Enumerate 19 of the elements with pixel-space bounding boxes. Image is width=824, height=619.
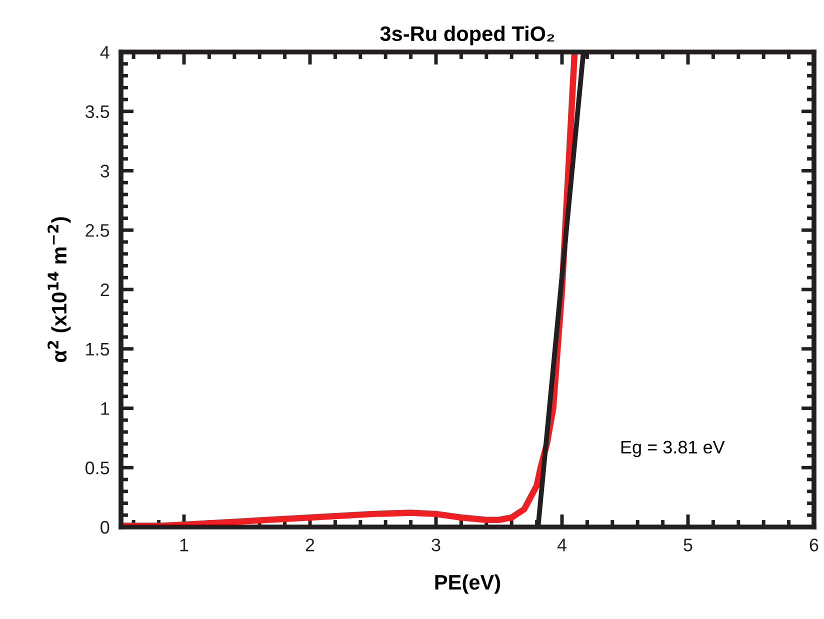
y-tick-label: 2 [100,283,109,296]
x-tick-label: 4 [557,538,566,552]
y-tick-label: 2.5 [86,224,110,237]
y-tick-label: 0.5 [85,462,110,474]
y-tick-label: 3 [100,164,110,178]
y-tick-label: 1.5 [86,342,110,356]
y-tick-label: 3.5 [85,105,110,118]
x-tick-label: 5 [684,538,692,552]
annotation: Eg = 3.81 eV [621,440,725,458]
y-tick-label: 4 [100,46,110,59]
y-tick-label: 1 [101,402,110,415]
x-axis-title: PE(eV) [435,574,500,594]
x-tick-label: 2 [306,538,314,552]
y-axis-title: α$^{2}$ (x10$^{14}$ m$^{−2}$) [48,217,71,362]
x-tick-label: 6 [810,538,818,552]
x-tick-label: 3 [432,538,440,552]
x-tick-label: 1 [180,538,188,552]
y-tick-label: 0 [100,520,110,534]
chart-title: 3s-Ru doped TiO₂ [380,26,554,46]
